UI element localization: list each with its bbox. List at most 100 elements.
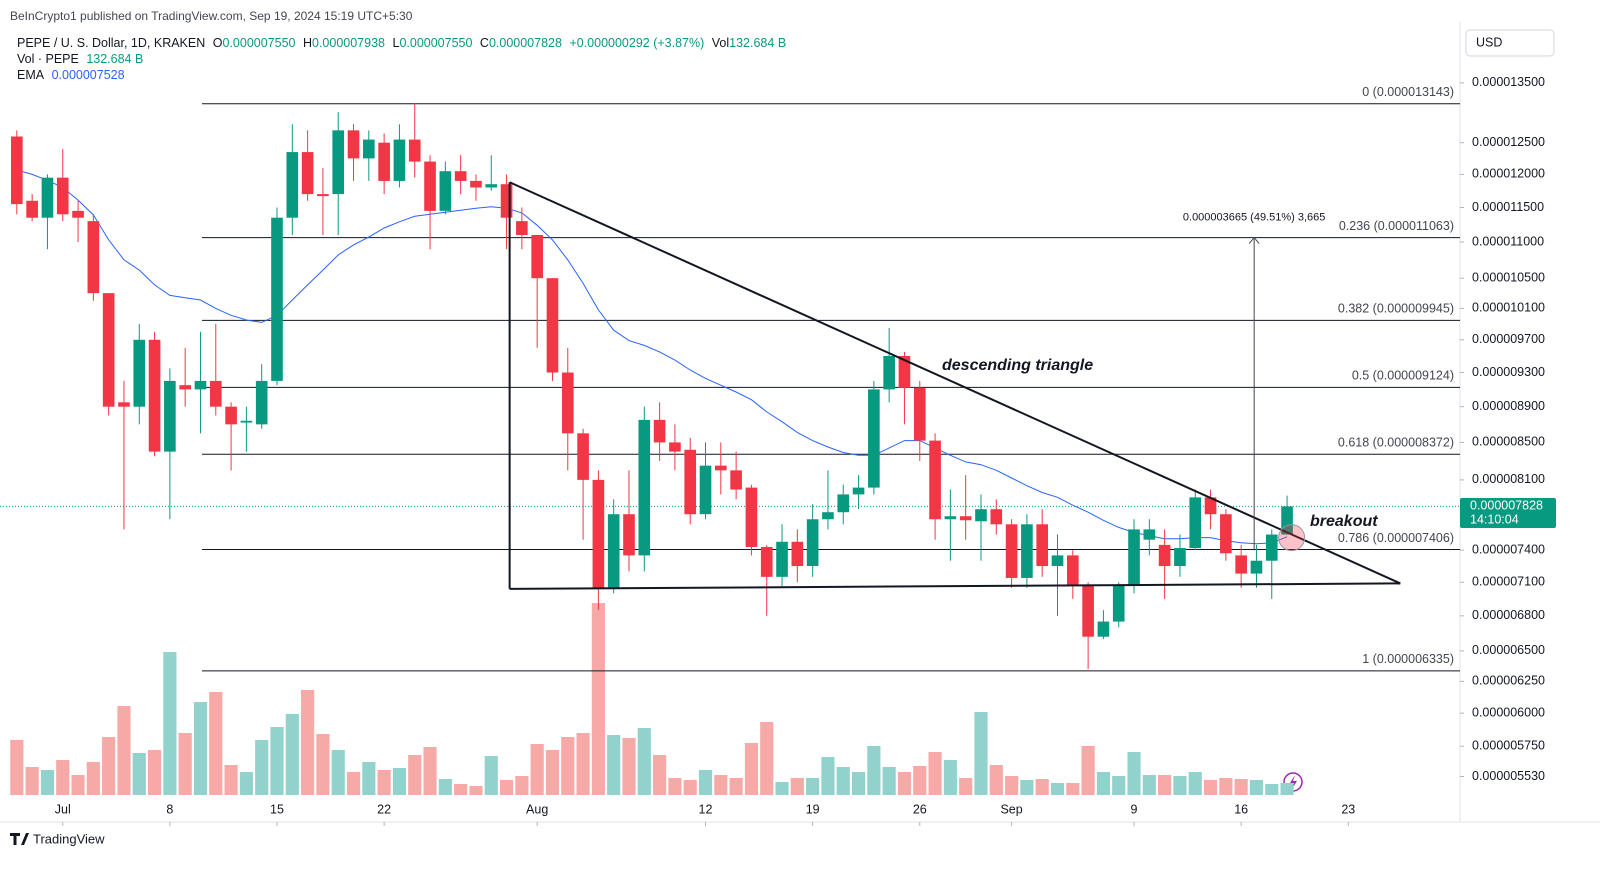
x-tick-label: 26: [913, 802, 927, 816]
volume-bar: [10, 740, 24, 795]
volume-bar: [1005, 776, 1019, 795]
currency-button[interactable]: [1465, 29, 1555, 57]
volume-bar: [530, 744, 544, 795]
candle-body: [715, 465, 727, 471]
candle-body: [148, 339, 161, 452]
ema-line: [16, 169, 1288, 545]
volume-bar: [622, 738, 636, 795]
volume-bar: [484, 756, 498, 795]
candle-body: [837, 494, 850, 513]
y-tick-label: 0.000010100: [1472, 301, 1545, 315]
candle-body: [975, 509, 987, 522]
candle-body: [1265, 534, 1278, 561]
volume-bar: [408, 755, 422, 795]
brand-icon: [10, 833, 29, 845]
volume-bar: [760, 722, 774, 795]
x-tick-label: 22: [377, 802, 391, 816]
volume-bar: [1203, 780, 1218, 795]
o-value: 0.000007550: [222, 36, 296, 50]
y-tick-label: 0.000009300: [1472, 365, 1545, 379]
candle-body: [347, 130, 360, 159]
ema-legend: EMA 0.000007528: [17, 68, 129, 82]
candle-body: [408, 139, 421, 162]
volume-bar: [40, 770, 55, 795]
currency[interactable]: USD: [1476, 35, 1502, 49]
candle-body: [546, 278, 559, 373]
volume-bar: [607, 735, 621, 795]
candle-body: [638, 419, 651, 556]
candle-body: [133, 339, 146, 407]
volume-bar: [867, 746, 881, 795]
volume-bar: [1249, 780, 1264, 795]
vol-label: Vol: [711, 36, 730, 50]
volume-bar: [469, 786, 483, 795]
volume-bar: [117, 706, 131, 795]
volume-bar: [1127, 752, 1141, 795]
volume-bar: [1020, 780, 1034, 795]
candle-body: [684, 449, 697, 515]
brand: TradingView: [33, 831, 105, 846]
candle-body: [1174, 548, 1186, 567]
y-tick-label: 0.000006500: [1472, 643, 1545, 657]
candle-body: [699, 465, 712, 515]
volume-bar: [1112, 776, 1126, 795]
candle-body: [1158, 544, 1171, 567]
countdown: 14:10:04: [1470, 512, 1519, 526]
volume-legend: Vol · PEPE 132.684 B: [17, 52, 147, 66]
fib-label: 0 (0.000013143): [1362, 85, 1454, 99]
y-tick-label: 0.000012500: [1472, 135, 1545, 149]
volume-bar: [25, 767, 39, 795]
candle-body: [944, 516, 957, 520]
legend-row: PEPE / U. S. Dollar, 1D, KRAKEN O0.00000…: [17, 36, 790, 50]
candle-body: [745, 487, 758, 547]
h-label: H: [302, 36, 312, 50]
volume-bar: [301, 690, 315, 795]
candle-body: [653, 419, 666, 443]
volume-bar: [836, 767, 850, 795]
candle-body: [1189, 497, 1202, 549]
volume-bar: [377, 770, 391, 795]
candle-body: [730, 470, 742, 490]
x-tick-label: Jul: [55, 802, 71, 816]
change: +0.000000292 (+3.87%): [569, 36, 705, 50]
c-value: 0.000007828: [488, 36, 562, 50]
y-tick-label: 0.000010500: [1472, 270, 1545, 284]
candle-body: [286, 152, 299, 218]
h-value: 0.000007938: [312, 36, 385, 50]
candle-body: [424, 161, 436, 211]
candle-body: [822, 512, 834, 520]
candle-body: [929, 440, 941, 520]
candle-body: [913, 387, 926, 441]
candle-body: [378, 142, 390, 181]
candle-body: [363, 139, 375, 159]
volume-bar: [193, 702, 208, 795]
candle-body: [72, 210, 84, 218]
y-tick-label: 0.000008500: [1472, 435, 1545, 449]
volume-bar: [714, 775, 728, 795]
volume-bar: [561, 737, 575, 795]
volume-bar: [943, 760, 957, 795]
candle-body: [1112, 584, 1125, 622]
y-tick-label: 0.000011500: [1472, 200, 1544, 214]
candle-body: [577, 433, 589, 480]
candle-body: [990, 509, 1003, 525]
y-tick-label: 0.000009700: [1472, 332, 1545, 346]
l-label: L: [392, 36, 400, 50]
volume-bar: [1081, 746, 1095, 795]
volume-bar: [775, 782, 789, 795]
y-tick-label: 0.000008100: [1472, 472, 1545, 486]
volume-bar: [316, 734, 330, 795]
o-label: O: [212, 36, 223, 50]
y-tick-label: 0.000011000: [1472, 234, 1544, 248]
ema-label: EMA: [17, 68, 45, 82]
candle-body: [118, 402, 130, 407]
volume-bar: [423, 747, 437, 795]
volume-bar: [1265, 784, 1279, 795]
y-tick-label: 0.000006250: [1472, 674, 1545, 688]
volume-bar: [1280, 782, 1294, 795]
volume-bar: [285, 714, 299, 795]
volume-bar: [1142, 775, 1156, 795]
fib-label: 0.618 (0.000008372): [1338, 436, 1454, 450]
candle-body: [516, 221, 528, 236]
